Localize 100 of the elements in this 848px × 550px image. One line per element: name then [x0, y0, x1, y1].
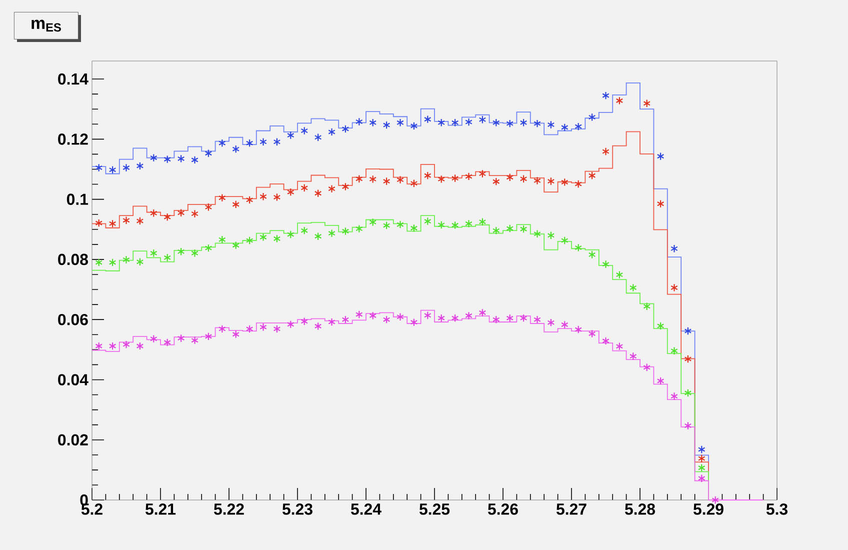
- point: [246, 196, 254, 204]
- point: [273, 193, 281, 202]
- point: [328, 229, 336, 238]
- point: [108, 166, 116, 174]
- point: [164, 212, 172, 222]
- point: [369, 312, 377, 320]
- point: [492, 226, 500, 235]
- point: [602, 91, 610, 100]
- point: [574, 180, 582, 188]
- point: [438, 314, 446, 322]
- point: [136, 216, 144, 226]
- point: [95, 258, 103, 267]
- y-tick-label: 0.04: [58, 374, 88, 386]
- point: [670, 284, 678, 292]
- point: [122, 340, 130, 349]
- point: [520, 224, 528, 234]
- point: [424, 115, 432, 124]
- point: [136, 342, 144, 350]
- point: [369, 218, 377, 226]
- point: [534, 119, 541, 128]
- y-tick-label: 0.06: [58, 314, 88, 326]
- point: [136, 162, 144, 170]
- point: [204, 332, 212, 341]
- point: [630, 352, 637, 360]
- point: [698, 474, 706, 482]
- y-tick-label: 0.08: [58, 254, 88, 266]
- point: [382, 315, 390, 324]
- point: [684, 354, 692, 364]
- point: [382, 221, 390, 230]
- point: [150, 248, 158, 258]
- point: [574, 244, 582, 252]
- point: [164, 338, 172, 347]
- point: [506, 173, 514, 182]
- point: [616, 96, 624, 105]
- point: [342, 315, 350, 324]
- point: [574, 122, 582, 131]
- point: [232, 144, 240, 154]
- point: [520, 174, 528, 183]
- point: [260, 138, 267, 146]
- point: [246, 138, 254, 148]
- point: [698, 445, 706, 454]
- point: [561, 178, 568, 186]
- point: [355, 310, 363, 319]
- point: [108, 220, 116, 228]
- point: [465, 312, 472, 320]
- point: [602, 147, 610, 156]
- x-tick-label: 5.25: [419, 504, 450, 515]
- point: [506, 119, 514, 128]
- point: [698, 464, 706, 472]
- point: [108, 258, 116, 267]
- point: [342, 124, 350, 134]
- x-tick-label: 5.23: [282, 504, 312, 515]
- point: [534, 176, 541, 185]
- point: [547, 120, 555, 129]
- point: [164, 155, 172, 164]
- point: [314, 133, 322, 142]
- point: [204, 202, 212, 212]
- point: [314, 232, 322, 240]
- x-tick-label: 5.24: [350, 504, 382, 515]
- point: [95, 218, 103, 228]
- point: [465, 118, 472, 126]
- point: [177, 247, 185, 256]
- point: [438, 118, 446, 127]
- x-tick-label: 5.27: [556, 504, 586, 515]
- point: [451, 314, 459, 322]
- point: [643, 99, 651, 108]
- point: [438, 175, 446, 184]
- point: [588, 330, 596, 338]
- point: [232, 330, 240, 338]
- x-tick-label: 5.26: [488, 504, 518, 515]
- point: [451, 174, 459, 182]
- x-tick-label: 5.22: [214, 504, 244, 515]
- point: [492, 118, 500, 127]
- point: [465, 172, 472, 181]
- point: [396, 176, 404, 184]
- point: [616, 342, 624, 350]
- point: [300, 126, 308, 135]
- point: [150, 334, 158, 343]
- point: [191, 336, 198, 344]
- point: [108, 342, 116, 350]
- point: [191, 210, 198, 218]
- point: [382, 120, 390, 130]
- point: [286, 131, 294, 140]
- point: [492, 177, 500, 186]
- point: [698, 454, 706, 463]
- point: [478, 308, 486, 317]
- point: [643, 302, 651, 310]
- point: [342, 182, 350, 191]
- point: [177, 154, 185, 163]
- y-tick-label: 0.1: [66, 194, 88, 205]
- point: [410, 179, 418, 188]
- point: [424, 171, 432, 180]
- point: [561, 123, 568, 132]
- point: [260, 233, 267, 242]
- point: [191, 156, 198, 164]
- point: [300, 317, 308, 326]
- point: [547, 177, 555, 186]
- point: [286, 230, 294, 239]
- y-tick-label: 0.14: [58, 73, 88, 85]
- point: [191, 248, 198, 258]
